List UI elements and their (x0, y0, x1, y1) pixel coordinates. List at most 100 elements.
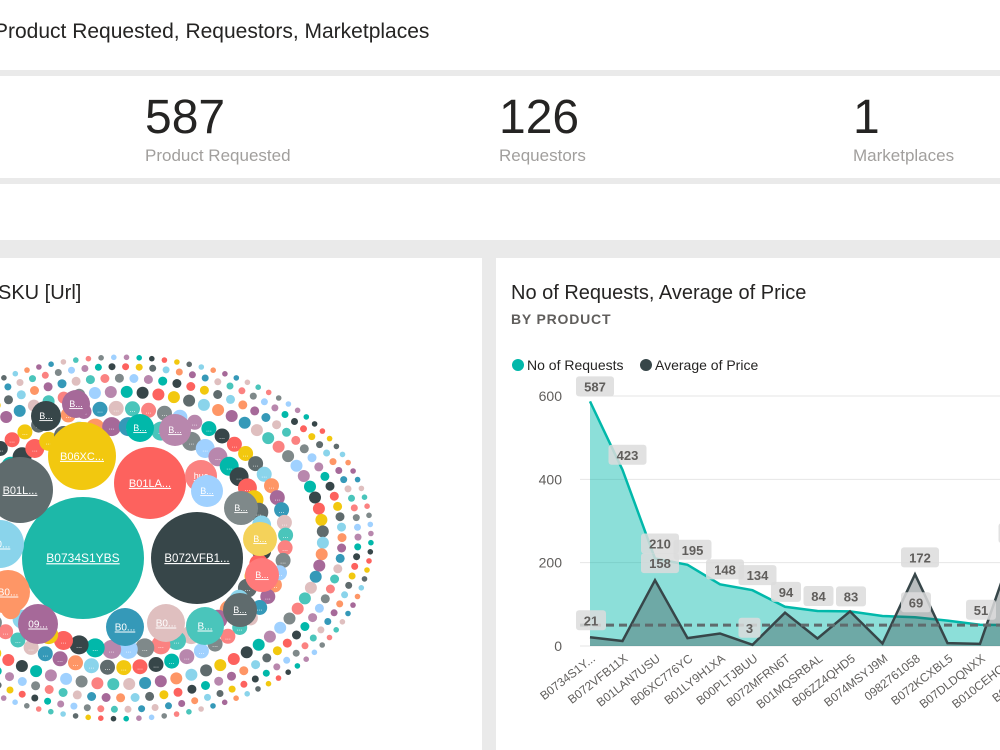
small-bubble[interactable] (124, 705, 132, 713)
small-bubble[interactable] (30, 665, 43, 678)
small-bubble[interactable] (326, 634, 333, 641)
small-bubble[interactable] (345, 581, 353, 589)
small-bubble[interactable] (149, 364, 157, 372)
sku-bubble[interactable] (223, 593, 257, 627)
sku-bubble[interactable] (0, 457, 53, 523)
sku-bubble[interactable] (147, 604, 185, 642)
sku-bubble-label[interactable]: B0... (156, 619, 177, 630)
small-bubble[interactable] (309, 570, 322, 583)
combo-chart-tile[interactable]: No of Requests, Average of Price BY PROD… (496, 258, 1000, 750)
small-bubble[interactable] (314, 462, 324, 472)
small-bubble[interactable] (354, 543, 362, 551)
small-bubble[interactable] (148, 657, 164, 672)
small-bubble[interactable] (135, 638, 155, 658)
small-bubble[interactable] (315, 548, 328, 561)
small-bubble[interactable] (123, 715, 129, 722)
small-bubble[interactable] (135, 363, 143, 371)
small-bubble[interactable] (187, 684, 197, 694)
small-bubble[interactable] (255, 384, 261, 390)
small-bubble[interactable] (136, 715, 142, 721)
small-bubble[interactable] (101, 693, 111, 702)
bubble-chart-tile[interactable]: ........................................… (0, 258, 482, 750)
small-bubble[interactable] (85, 375, 95, 385)
small-bubble[interactable] (330, 574, 340, 584)
small-bubble[interactable] (165, 702, 172, 710)
small-bubble[interactable] (201, 374, 209, 382)
small-bubble[interactable] (244, 379, 251, 386)
small-bubble[interactable] (2, 654, 15, 666)
small-bubble[interactable] (352, 514, 360, 522)
small-bubble[interactable] (337, 533, 347, 543)
small-bubble[interactable] (75, 675, 88, 688)
small-bubble[interactable] (325, 584, 335, 594)
small-bubble[interactable] (273, 663, 281, 671)
small-bubble[interactable] (354, 593, 361, 600)
sku-bubble[interactable] (114, 447, 186, 519)
small-bubble[interactable] (139, 677, 152, 689)
small-bubble[interactable] (252, 638, 265, 651)
sku-bubble-label[interactable]: B0... (0, 588, 18, 599)
small-bubble[interactable] (329, 491, 339, 501)
small-bubble[interactable] (81, 365, 89, 372)
small-bubble[interactable] (12, 370, 19, 377)
small-bubble[interactable] (111, 354, 117, 361)
sku-bubble-label[interactable]: B... (200, 486, 214, 496)
small-bubble[interactable] (136, 386, 149, 399)
small-bubble[interactable] (333, 501, 343, 511)
small-bubble[interactable] (57, 700, 65, 708)
kpi-product-requested[interactable]: 587 Product Requested (145, 90, 291, 166)
sku-bubble-label[interactable]: B06XC... (60, 451, 104, 463)
small-bubble[interactable] (12, 699, 18, 705)
small-bubble[interactable] (108, 400, 124, 416)
small-bubble[interactable] (102, 639, 122, 659)
small-bubble[interactable] (204, 693, 211, 701)
small-bubble[interactable] (83, 658, 99, 674)
small-bubble[interactable] (58, 688, 68, 697)
small-bubble[interactable] (275, 552, 291, 568)
small-bubble[interactable] (291, 602, 304, 615)
small-bubble[interactable] (319, 642, 326, 648)
small-bubble[interactable] (210, 367, 216, 373)
small-bubble[interactable] (116, 693, 126, 703)
small-bubble[interactable] (309, 634, 317, 642)
small-bubble[interactable] (29, 375, 36, 383)
small-bubble[interactable] (339, 451, 346, 458)
sku-bubble[interactable] (0, 570, 30, 614)
small-bubble[interactable] (262, 653, 272, 663)
small-bubble[interactable] (6, 686, 14, 694)
small-bubble[interactable] (48, 708, 54, 715)
small-bubble[interactable] (303, 656, 310, 662)
small-bubble[interactable] (4, 395, 13, 405)
sku-bubble[interactable] (126, 414, 154, 442)
small-bubble[interactable] (309, 491, 321, 504)
small-bubble[interactable] (198, 706, 204, 712)
small-bubble[interactable] (0, 682, 2, 689)
sku-bubble-label[interactable]: B... (133, 423, 147, 433)
small-bubble[interactable] (351, 562, 359, 570)
small-bubble[interactable] (316, 536, 329, 549)
small-bubble[interactable] (116, 660, 132, 676)
small-bubble[interactable] (16, 390, 26, 400)
small-bubble[interactable] (277, 540, 293, 556)
small-bubble[interactable] (299, 444, 309, 454)
small-bubble[interactable] (226, 436, 242, 452)
small-bubble[interactable] (348, 572, 356, 580)
small-bubble[interactable] (60, 711, 66, 717)
small-bubble[interactable] (161, 713, 167, 719)
small-bubble[interactable] (212, 404, 225, 416)
small-bubble[interactable] (132, 659, 148, 675)
small-bubble[interactable] (250, 406, 260, 416)
small-bubble[interactable] (333, 564, 343, 574)
small-bubble[interactable] (350, 602, 356, 608)
small-bubble[interactable] (358, 585, 365, 591)
small-bubble[interactable] (251, 660, 261, 670)
small-bubble[interactable] (200, 664, 213, 677)
sku-bubble[interactable] (191, 475, 223, 507)
small-bubble[interactable] (272, 646, 282, 656)
small-bubble[interactable] (291, 418, 298, 425)
small-bubble[interactable] (282, 427, 291, 437)
small-bubble[interactable] (244, 691, 250, 697)
small-bubble[interactable] (326, 435, 333, 442)
small-bubble[interactable] (367, 521, 374, 528)
small-bubble[interactable] (174, 359, 180, 365)
